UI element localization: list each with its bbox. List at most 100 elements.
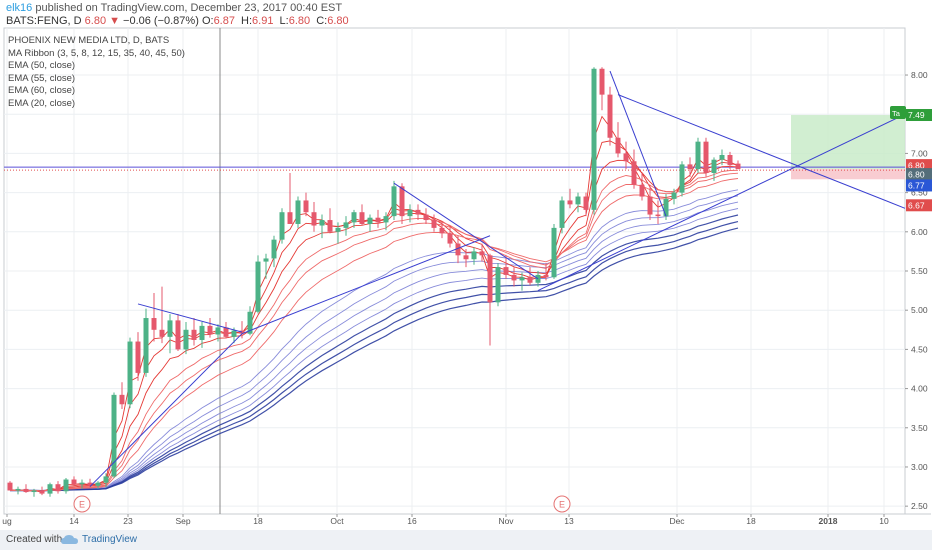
candle-body[interactable]: [543, 274, 549, 278]
trend-line[interactable]: [89, 333, 243, 487]
candle-body[interactable]: [55, 484, 61, 492]
candle-body[interactable]: [159, 329, 165, 337]
candle-body[interactable]: [375, 217, 381, 223]
candle-body[interactable]: [527, 277, 533, 283]
candle-body[interactable]: [647, 196, 653, 215]
candle-body[interactable]: [263, 258, 269, 262]
candle-body[interactable]: [207, 325, 213, 335]
candle-body[interactable]: [359, 212, 365, 224]
candle-body[interactable]: [351, 212, 357, 223]
candle-body[interactable]: [631, 161, 637, 185]
candle-body[interactable]: [287, 212, 293, 224]
candle-body[interactable]: [559, 200, 565, 228]
candle-body[interactable]: [479, 251, 485, 256]
trend-line[interactable]: [137, 303, 243, 333]
candle-body[interactable]: [367, 217, 373, 224]
candle-body[interactable]: [735, 163, 741, 170]
candle-body[interactable]: [415, 209, 421, 215]
candle-body[interactable]: [143, 318, 149, 373]
candle-body[interactable]: [95, 482, 101, 486]
candle-body[interactable]: [191, 329, 197, 340]
candle-body[interactable]: [39, 490, 45, 494]
candle-body[interactable]: [695, 141, 701, 170]
candle-body[interactable]: [671, 192, 677, 199]
candle-body[interactable]: [111, 394, 117, 477]
legend-item-ma-ribbon[interactable]: MA Ribbon (3, 5, 8, 12, 15, 35, 40, 45, …: [8, 47, 185, 59]
candle-body[interactable]: [711, 159, 717, 174]
candle-body[interactable]: [247, 311, 253, 334]
legend-item-ema-55[interactable]: EMA (55, close): [8, 72, 76, 84]
target-flag[interactable]: [890, 106, 906, 120]
trend-line[interactable]: [609, 70, 667, 217]
candle-body[interactable]: [487, 255, 493, 303]
candle-body[interactable]: [215, 327, 221, 335]
candle-body[interactable]: [519, 277, 525, 281]
candle-body[interactable]: [383, 216, 389, 223]
candle-body[interactable]: [231, 330, 237, 337]
candle-body[interactable]: [175, 320, 181, 350]
candle-body[interactable]: [455, 243, 461, 256]
candle-body[interactable]: [463, 255, 469, 260]
candle-body[interactable]: [7, 482, 13, 491]
candle-body[interactable]: [727, 154, 733, 166]
candle-body[interactable]: [391, 186, 397, 217]
candle-body[interactable]: [183, 329, 189, 350]
trend-line[interactable]: [393, 182, 539, 280]
candle-body[interactable]: [63, 479, 69, 492]
candle-body[interactable]: [655, 214, 661, 217]
candle-body[interactable]: [407, 209, 413, 217]
candle-body[interactable]: [703, 141, 709, 174]
candle-body[interactable]: [399, 186, 405, 217]
candle-body[interactable]: [311, 212, 317, 226]
candle-body[interactable]: [199, 325, 205, 340]
candle-body[interactable]: [335, 227, 341, 232]
candle-body[interactable]: [23, 488, 29, 493]
candle-body[interactable]: [447, 233, 453, 244]
candle-body[interactable]: [279, 212, 285, 240]
candle-body[interactable]: [607, 94, 613, 138]
candle-body[interactable]: [687, 164, 693, 170]
candle-body[interactable]: [255, 261, 261, 312]
candle-body[interactable]: [639, 184, 645, 197]
candle-body[interactable]: [303, 200, 309, 213]
candle-body[interactable]: [71, 479, 77, 485]
legend-item-ema-20[interactable]: EMA (20, close): [8, 97, 76, 109]
candle-body[interactable]: [623, 153, 629, 162]
candle-body[interactable]: [439, 227, 445, 234]
candle-body[interactable]: [327, 220, 333, 232]
candle-body[interactable]: [495, 267, 501, 303]
candle-body[interactable]: [431, 220, 437, 228]
candle-body[interactable]: [271, 239, 277, 259]
candle-body[interactable]: [719, 154, 725, 160]
candle-body[interactable]: [135, 341, 141, 373]
candle-body[interactable]: [47, 484, 53, 494]
candle-body[interactable]: [567, 200, 573, 205]
legend-item-ema-50[interactable]: EMA (50, close): [8, 60, 76, 72]
tradingview-brand[interactable]: TradingView: [82, 534, 138, 545]
candle-body[interactable]: [223, 327, 229, 337]
candle-body[interactable]: [551, 227, 557, 278]
candle-body[interactable]: [79, 482, 85, 485]
trend-line[interactable]: [617, 94, 906, 209]
candle-body[interactable]: [591, 68, 597, 210]
candle-body[interactable]: [471, 251, 477, 260]
candle-body[interactable]: [103, 476, 109, 483]
candle-body[interactable]: [295, 200, 301, 224]
author-link[interactable]: elk16: [6, 2, 33, 14]
candle-body[interactable]: [503, 267, 509, 275]
candle-body[interactable]: [87, 482, 93, 486]
candle-body[interactable]: [583, 196, 589, 210]
candle-body[interactable]: [31, 490, 37, 493]
trend-line[interactable]: [241, 235, 491, 335]
candle-body[interactable]: [663, 198, 669, 217]
candle-body[interactable]: [15, 488, 21, 491]
candle-body[interactable]: [127, 341, 133, 405]
candle-body[interactable]: [575, 196, 581, 205]
candle-body[interactable]: [511, 274, 517, 281]
candle-body[interactable]: [599, 68, 605, 95]
candle-body[interactable]: [119, 394, 125, 405]
stop-zone[interactable]: [791, 169, 905, 180]
candle-body[interactable]: [319, 220, 325, 226]
candle-body[interactable]: [615, 137, 621, 154]
